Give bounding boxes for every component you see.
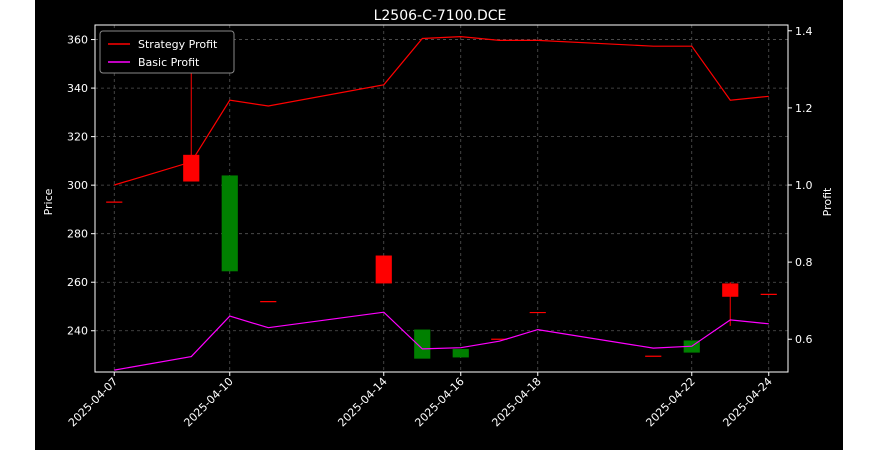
strategy-profit-line [114, 35, 769, 186]
left-tick-label: 260 [67, 276, 88, 289]
candle-body [221, 175, 238, 272]
right-tick-label: 1.0 [795, 179, 813, 192]
candle-body [452, 348, 469, 358]
left-tick-label: 320 [67, 131, 88, 144]
legend: Strategy Profit Basic Profit [99, 30, 235, 74]
left-tick-label: 340 [67, 82, 88, 95]
x-tick-label: 2025-04-14 [335, 375, 389, 429]
x-tick-label: 2025-04-24 [720, 375, 774, 429]
x-tick-label: 2025-04-07 [66, 375, 120, 429]
legend-label: Basic Profit [138, 56, 200, 69]
left-tick-label: 280 [67, 228, 88, 241]
candle-body [375, 255, 392, 284]
legend-label: Strategy Profit [138, 38, 218, 51]
grid [95, 25, 788, 372]
left-tick-label: 240 [67, 325, 88, 338]
chart-title: L2506-C-7100.DCE [374, 8, 507, 24]
candle-body [722, 283, 739, 297]
right-tick-label: 1.2 [795, 102, 813, 115]
y-axis-left-label: Price [42, 188, 55, 215]
x-tick-label: 2025-04-18 [489, 375, 543, 429]
right-tick-label: 0.8 [795, 256, 813, 269]
profit-lines [114, 35, 769, 371]
x-tick-label: 2025-04-16 [412, 375, 466, 429]
candlestick-chart: L2506-C-7100.DCE Price Profit 240 260 280 3… [42, 8, 834, 429]
axes: 240 260 280 300 320 340 360 0.6 0.8 1.0 1.2 1.4 2025… [66, 24, 813, 429]
right-tick-label: 0.6 [795, 333, 813, 346]
right-tick-label: 1.4 [795, 25, 813, 38]
left-tick-label: 300 [67, 179, 88, 192]
x-tick-label: 2025-04-22 [643, 375, 697, 429]
left-tick-label: 360 [67, 34, 88, 47]
candle-body [183, 154, 200, 182]
chart-area: L2506-C-7100.DCE Price Profit 240 260 280 3… [35, 0, 843, 450]
legend-box [99, 30, 235, 74]
x-tick-label: 2025-04-10 [181, 375, 235, 429]
candles [106, 34, 777, 359]
y-axis-right-label: Profit [821, 187, 834, 216]
candle-body [414, 329, 431, 359]
plot-frame [94, 24, 789, 373]
basic-profit-line [114, 311, 769, 371]
